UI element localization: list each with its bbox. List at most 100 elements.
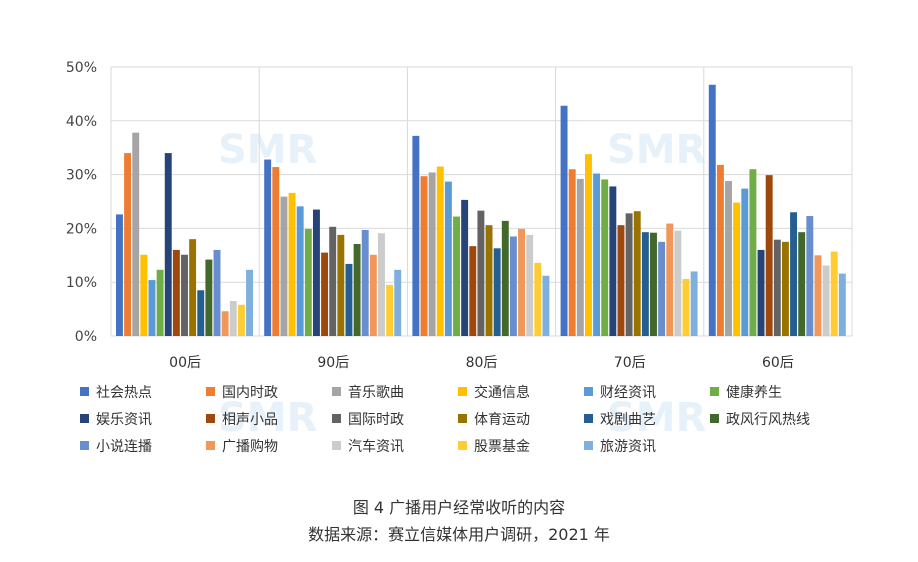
y-tick-label: 20% bbox=[66, 221, 97, 237]
watermark-text: SMR bbox=[607, 127, 706, 173]
bar bbox=[172, 249, 180, 336]
bar bbox=[140, 254, 148, 336]
y-tick-label: 40% bbox=[66, 114, 97, 130]
x-tick-label: 90后 bbox=[317, 355, 349, 371]
legend-swatch bbox=[80, 441, 89, 450]
x-tick-label: 00后 bbox=[169, 355, 201, 371]
bar bbox=[765, 175, 773, 336]
bar bbox=[650, 232, 657, 336]
bar bbox=[361, 230, 369, 336]
bar bbox=[205, 259, 213, 336]
bar bbox=[725, 181, 732, 336]
bar bbox=[509, 236, 517, 336]
bar bbox=[461, 199, 469, 336]
legend-swatch bbox=[458, 414, 467, 423]
legend-label: 娱乐资讯 bbox=[96, 412, 152, 428]
legend-label: 相声小品 bbox=[222, 412, 278, 428]
legend-swatch bbox=[584, 387, 593, 396]
bar bbox=[493, 248, 501, 336]
bar bbox=[741, 188, 749, 336]
bar bbox=[534, 262, 542, 336]
legend-label: 音乐歌曲 bbox=[348, 384, 404, 401]
bar bbox=[428, 172, 436, 336]
legend-label: 股票基金 bbox=[474, 438, 530, 455]
bar bbox=[412, 135, 420, 336]
legend-label: 小说连播 bbox=[96, 439, 152, 455]
bar bbox=[485, 225, 493, 336]
watermark-text: SMR bbox=[607, 395, 706, 441]
x-tick-label: 80后 bbox=[466, 355, 498, 371]
bar bbox=[716, 164, 724, 336]
bar bbox=[708, 84, 716, 336]
bar bbox=[444, 181, 452, 336]
legend-label: 社会热点 bbox=[96, 385, 152, 401]
bar bbox=[116, 214, 123, 336]
y-tick-label: 30% bbox=[66, 168, 97, 184]
bar bbox=[733, 202, 741, 336]
legend-label: 国际时政 bbox=[348, 412, 404, 428]
bar bbox=[501, 220, 509, 336]
legend-swatch bbox=[332, 387, 341, 396]
x-tick-label: 70后 bbox=[614, 355, 646, 371]
legend-label: 财经资讯 bbox=[600, 385, 656, 401]
bar bbox=[321, 252, 329, 336]
bar bbox=[353, 244, 361, 336]
y-tick-label: 10% bbox=[66, 275, 97, 291]
bar bbox=[312, 209, 320, 336]
legend-swatch bbox=[584, 441, 593, 450]
legend-swatch bbox=[80, 387, 89, 396]
legend-swatch bbox=[458, 441, 467, 450]
bar bbox=[790, 212, 798, 336]
legend-swatch bbox=[332, 414, 341, 423]
legend-label: 戏剧曲艺 bbox=[600, 412, 656, 428]
bar bbox=[345, 263, 353, 336]
bar bbox=[237, 304, 245, 336]
bar bbox=[641, 232, 649, 336]
bar bbox=[229, 301, 237, 336]
legend-label: 健康养生 bbox=[726, 384, 782, 401]
bar bbox=[526, 234, 534, 336]
bar bbox=[757, 249, 765, 336]
bar bbox=[296, 206, 304, 336]
bar bbox=[156, 269, 164, 336]
bar bbox=[806, 216, 814, 336]
legend-label: 体育运动 bbox=[474, 412, 530, 428]
bar bbox=[221, 311, 229, 336]
bar bbox=[337, 234, 345, 336]
chart-axes: 0% 10% 20% 30% 40% 50% 00后 90后 80后 70后 60后 bbox=[66, 60, 794, 371]
bar bbox=[542, 275, 550, 336]
bar bbox=[477, 210, 485, 336]
data-source-note: 数据来源：赛立信媒体用户调研，2021 年 bbox=[308, 525, 610, 544]
legend-label: 广播购物 bbox=[222, 439, 278, 455]
legend-swatch bbox=[80, 414, 89, 423]
y-tick-label: 0% bbox=[75, 329, 97, 345]
bar bbox=[304, 228, 312, 336]
x-tick-label: 60后 bbox=[762, 355, 794, 371]
bar bbox=[469, 246, 477, 336]
bar bbox=[690, 271, 698, 336]
bar bbox=[593, 173, 601, 336]
legend-label: 旅游资讯 bbox=[600, 439, 656, 455]
bar bbox=[213, 249, 221, 336]
bar bbox=[666, 223, 674, 336]
bar bbox=[560, 105, 568, 337]
legend-swatch bbox=[332, 441, 341, 450]
bar bbox=[773, 239, 781, 336]
bar bbox=[148, 280, 156, 336]
bar bbox=[264, 159, 272, 336]
bar bbox=[838, 273, 846, 336]
bar bbox=[518, 228, 526, 336]
y-tick-label: 50% bbox=[66, 60, 97, 76]
bar bbox=[617, 225, 625, 336]
bar bbox=[576, 178, 584, 336]
bar bbox=[394, 269, 402, 336]
bar bbox=[625, 213, 633, 336]
bar bbox=[378, 233, 385, 336]
bar bbox=[288, 192, 296, 336]
bar bbox=[584, 154, 592, 336]
bar bbox=[781, 241, 789, 336]
bar bbox=[568, 169, 576, 336]
legend-swatch bbox=[710, 414, 719, 423]
